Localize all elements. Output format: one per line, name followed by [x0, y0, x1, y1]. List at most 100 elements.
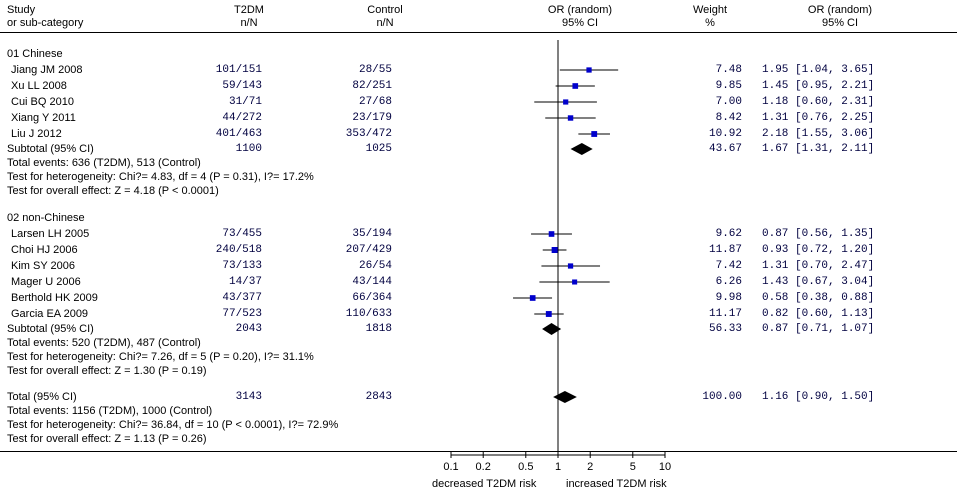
total-or: 1.16 [0.90, 1.50] — [762, 391, 875, 403]
point-estimate-square — [529, 295, 536, 301]
study-name: Choi HJ 2006 — [11, 244, 78, 256]
decreased-risk-label: decreased T2DM risk — [432, 478, 537, 490]
study-control: 26/54 — [358, 260, 392, 272]
header-control: Control — [367, 4, 403, 16]
point-estimate-square — [586, 67, 592, 73]
x-tick-label: 0.2 — [476, 461, 491, 473]
study-or: 0.87 [0.56, 1.35] — [762, 228, 875, 240]
study-t2dm: 43/377 — [222, 292, 262, 304]
x-tick-label: 0.5 — [518, 461, 533, 473]
header-ci-2: 95% CI — [821, 17, 859, 29]
study-or: 1.95 [1.04, 3.65] — [762, 64, 875, 76]
total-t2dm: 3143 — [235, 391, 262, 403]
study-control: 27/68 — [358, 96, 392, 108]
study-name: Larsen LH 2005 — [11, 228, 90, 240]
study-name: Xiang Y 2011 — [11, 112, 76, 124]
study-weight: 9.85 — [715, 80, 742, 92]
study-name: Jiang JM 2008 — [11, 64, 83, 76]
study-control: 23/179 — [352, 112, 392, 124]
study-control: 82/251 — [352, 80, 392, 92]
total-weight: 100.00 — [702, 391, 742, 403]
study-name: Liu J 2012 — [11, 128, 62, 140]
x-tick-label: 2 — [587, 461, 593, 473]
increased-risk-label: increased T2DM risk — [566, 478, 667, 490]
study-control: 110/633 — [345, 308, 392, 320]
study-weight: 6.26 — [715, 276, 742, 288]
subtotal-t2dm: 1100 — [235, 143, 262, 155]
study-or: 1.45 [0.95, 2.21] — [762, 80, 875, 92]
header-t2dm-nn: n/N — [240, 17, 258, 29]
study-t2dm: 73/133 — [222, 260, 262, 272]
study-weight: 8.42 — [715, 112, 742, 124]
study-or: 0.58 [0.38, 0.88] — [762, 292, 875, 304]
study-name: Cui BQ 2010 — [11, 96, 74, 108]
header-subcategory: or sub-category — [7, 17, 84, 29]
study-weight: 7.42 — [715, 260, 742, 272]
study-weight: 9.62 — [715, 228, 742, 240]
subtotal-weight: 56.33 — [708, 323, 742, 335]
header-or-random-2: OR (random) — [807, 4, 873, 16]
study-name: Berthold HK 2009 — [11, 292, 98, 304]
study-or: 0.93 [0.72, 1.20] — [762, 244, 875, 256]
total-events: Total events: 520 (T2DM), 487 (Control) — [7, 337, 201, 349]
summary-diamond — [570, 143, 593, 155]
total-events: Total events: 1156 (T2DM), 1000 (Control… — [7, 405, 213, 417]
study-control: 66/364 — [352, 292, 392, 304]
x-tick-label: 5 — [630, 461, 636, 473]
study-weight: 7.00 — [715, 96, 742, 108]
overall-effect-test: Test for overall effect: Z = 4.18 (P < 0… — [7, 185, 219, 197]
point-estimate-square — [563, 99, 569, 105]
study-weight: 9.98 — [715, 292, 742, 304]
study-control: 207/429 — [345, 244, 392, 256]
header-ci: 95% CI — [561, 17, 599, 29]
header-weight-pct: % — [705, 17, 715, 29]
study-t2dm: 14/37 — [228, 276, 262, 288]
study-t2dm: 240/518 — [215, 244, 262, 256]
subtotal-label: Subtotal (95% CI) — [7, 323, 94, 335]
footer-rule — [0, 451, 957, 452]
point-estimate-square — [591, 131, 598, 137]
subtotal-control: 1025 — [365, 143, 392, 155]
study-or: 2.18 [1.55, 3.06] — [762, 128, 875, 140]
study-t2dm: 31/71 — [228, 96, 262, 108]
point-estimate-square — [548, 231, 555, 237]
point-estimate-square — [572, 83, 579, 89]
summary-diamond — [553, 391, 577, 403]
study-control: 28/55 — [358, 64, 392, 76]
study-weight: 7.48 — [715, 64, 742, 76]
header-rule — [0, 32, 957, 33]
study-control: 353/472 — [345, 128, 392, 140]
study-t2dm: 73/455 — [222, 228, 262, 240]
point-estimate-square — [545, 311, 552, 317]
header-weight: Weight — [692, 4, 728, 16]
header-or-random: OR (random) — [547, 4, 613, 16]
study-t2dm: 44/272 — [222, 112, 262, 124]
header-t2dm: T2DM — [234, 4, 264, 16]
study-t2dm: 77/523 — [222, 308, 262, 320]
subtotal-weight: 43.67 — [708, 143, 742, 155]
subtotal-label: Subtotal (95% CI) — [7, 143, 94, 155]
total-label: Total (95% CI) — [7, 391, 77, 403]
study-t2dm: 101/151 — [215, 64, 262, 76]
study-weight: 11.87 — [708, 244, 742, 256]
study-name: Kim SY 2006 — [11, 260, 76, 272]
study-t2dm: 59/143 — [222, 80, 262, 92]
overall-effect-test: Test for overall effect: Z = 1.13 (P = 0… — [7, 433, 207, 445]
heterogeneity-test: Test for heterogeneity: Chi?= 4.83, df =… — [7, 171, 314, 183]
subtotal-or: 0.87 [0.71, 1.07] — [762, 323, 875, 335]
study-or: 0.82 [0.60, 1.13] — [762, 308, 875, 320]
study-name: Garcia EA 2009 — [11, 308, 89, 320]
group-title: 02 non-Chinese — [7, 212, 85, 224]
header-control-nn: n/N — [376, 17, 394, 29]
heterogeneity-test: Test for heterogeneity: Chi?= 7.26, df =… — [7, 351, 314, 363]
study-name: Xu LL 2008 — [11, 80, 67, 92]
study-or: 1.43 [0.67, 3.04] — [762, 276, 875, 288]
summary-diamond — [542, 323, 562, 335]
study-weight: 11.17 — [708, 308, 742, 320]
point-estimate-square — [572, 279, 578, 285]
subtotal-t2dm: 2043 — [235, 323, 262, 335]
point-estimate-square — [567, 263, 574, 269]
study-control: 35/194 — [352, 228, 392, 240]
x-tick-label: 1 — [555, 461, 561, 473]
point-estimate-square — [567, 115, 574, 121]
